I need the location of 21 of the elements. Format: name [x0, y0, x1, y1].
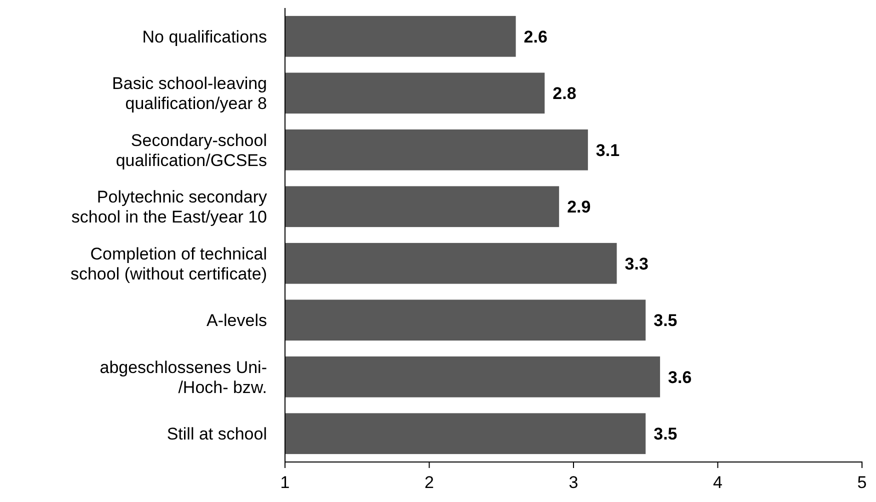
data-label: 3.5	[654, 424, 678, 444]
data-label: 3.3	[624, 254, 648, 274]
y-tick-label: A-levels	[206, 311, 267, 330]
data-label: 2.9	[567, 198, 591, 217]
y-tick-label: Secondary-school qualification/GCSEs	[116, 130, 267, 170]
data-label: 2.6	[524, 27, 548, 46]
data-label: 3.1	[596, 140, 620, 160]
data-label: 3.6	[668, 368, 692, 387]
x-tick-label: 1	[280, 473, 290, 492]
y-tick-label: Completion of technical school (without certificate)	[70, 244, 267, 284]
x-tick-label: 2	[424, 473, 434, 492]
y-tick-label: abgeschlossenes Uni- /Hoch- bzw.	[100, 358, 267, 397]
y-tick-label: Polytechnic secondary school in the East/year 10	[71, 188, 268, 227]
x-tick-label: 5	[857, 473, 867, 492]
y-tick-label: Still at school	[166, 424, 267, 444]
data-label: 2.8	[552, 84, 576, 104]
x-tick-label: 4	[713, 473, 722, 492]
y-tick-label: Basic school-leaving qualification/year 8	[112, 74, 267, 114]
x-tick-label: 3	[568, 473, 578, 492]
y-tick-label: No qualifications	[142, 27, 267, 46]
data-label: 3.5	[654, 311, 678, 330]
